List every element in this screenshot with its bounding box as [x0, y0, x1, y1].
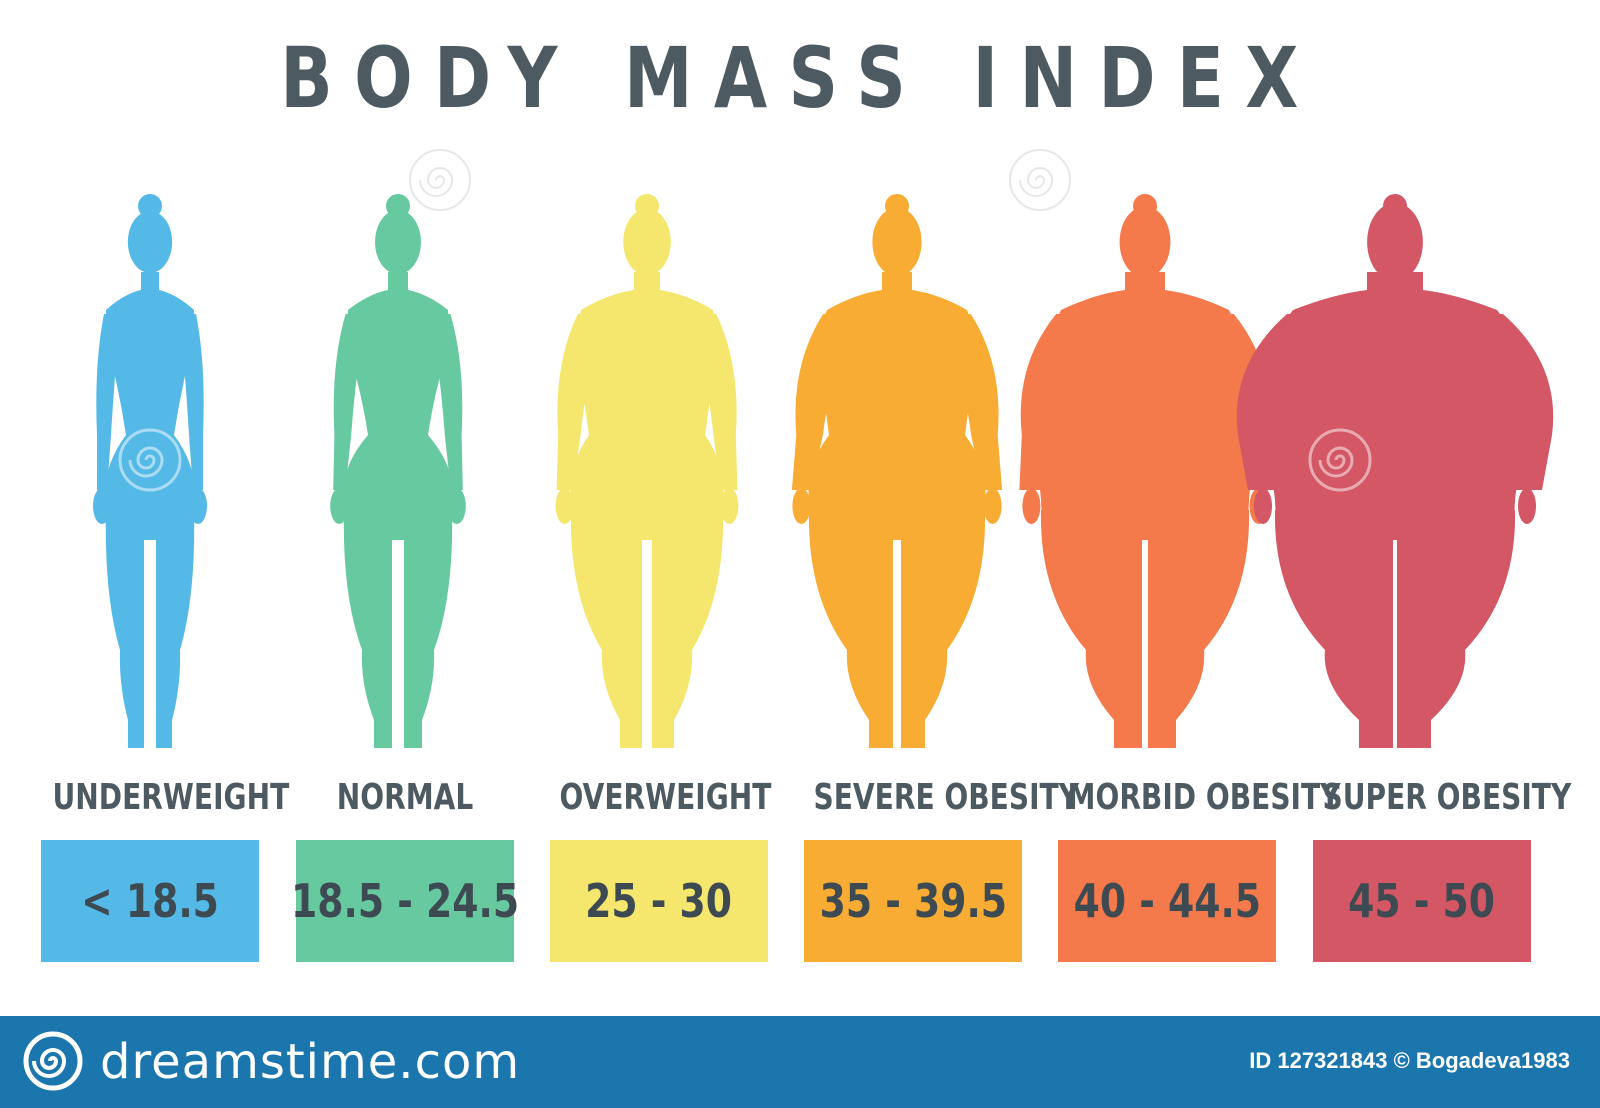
right-arm: [1455, 314, 1554, 490]
body-silhouettes: [93, 194, 1554, 748]
torso: [343, 290, 453, 540]
left-hand: [792, 488, 811, 524]
head: [1367, 202, 1423, 282]
head: [623, 208, 671, 276]
right-hand: [983, 488, 1002, 524]
category-labels: UNDERWEIGHT NORMAL OVERWEIGHT SEVERE OBE…: [0, 772, 1600, 824]
head: [127, 210, 173, 274]
image-credit: ID 127321843 © Bogadeva1983: [1249, 1048, 1570, 1073]
right-hand: [1518, 488, 1536, 524]
right-leg: [652, 510, 724, 748]
right-arm: [690, 314, 738, 490]
silhouette-underweight: [93, 194, 207, 748]
range-box-underweight: < 18.5: [41, 840, 259, 962]
left-arm: [96, 314, 120, 490]
torso: [570, 290, 724, 540]
left-leg: [1274, 510, 1393, 748]
left-hand: [1254, 488, 1272, 524]
right-leg: [901, 510, 986, 748]
page-title: BODY MASS INDEX: [280, 29, 1320, 127]
range-value: 25 - 30: [585, 874, 733, 928]
range-box-normal: 18.5 - 24.5: [291, 840, 519, 962]
label-severe-obesity: SEVERE OBESITY: [813, 777, 1080, 818]
right-hand: [720, 488, 739, 524]
torso: [808, 290, 986, 540]
range-value: < 18.5: [81, 874, 219, 928]
range-box-severe-obesity: 35 - 39.5: [804, 840, 1022, 962]
right-arm: [180, 314, 204, 490]
footer-bar: dreamstime.com ID 127321843 © Bogadeva19…: [0, 1016, 1600, 1108]
silhouette-morbid-obesity: [1019, 194, 1271, 748]
silhouette-super-obesity: [1236, 194, 1554, 748]
range-value: 35 - 39.5: [819, 874, 1007, 928]
left-leg: [105, 510, 144, 748]
brand-name: dreamstime.com: [100, 1034, 521, 1090]
range-value: 45 - 50: [1348, 874, 1496, 928]
label-overweight: OVERWEIGHT: [559, 777, 772, 818]
left-arm: [333, 314, 365, 490]
right-leg: [404, 510, 453, 748]
right-arm: [940, 314, 1003, 490]
left-leg: [1040, 510, 1142, 748]
left-leg: [343, 510, 392, 748]
range-box-morbid-obesity: 40 - 44.5: [1058, 840, 1276, 962]
hair-bun: [138, 194, 162, 218]
head: [872, 207, 922, 277]
silhouette-severe-obesity: [791, 194, 1003, 748]
left-hand: [1022, 488, 1041, 524]
silhouette-normal: [330, 194, 466, 748]
left-arm: [1236, 314, 1335, 490]
spiral-logo-icon: [23, 1031, 83, 1091]
torso: [1039, 290, 1251, 540]
head: [1119, 206, 1171, 278]
range-value: 18.5 - 24.5: [290, 874, 520, 928]
silhouette-overweight: [555, 194, 739, 748]
left-arm: [1019, 314, 1095, 490]
range-box-overweight: 25 - 30: [550, 840, 768, 962]
right-leg: [1148, 510, 1250, 748]
range-value: 40 - 44.5: [1073, 874, 1261, 928]
label-normal: NORMAL: [336, 777, 474, 818]
label-underweight: UNDERWEIGHT: [52, 777, 290, 818]
bmi-range-boxes: < 18.5 18.5 - 24.5 25 - 30 35 - 39.5 40 …: [0, 840, 1600, 962]
left-leg: [570, 510, 642, 748]
left-arm: [556, 314, 604, 490]
left-arm: [791, 314, 854, 490]
left-hand: [330, 488, 349, 524]
label-super-obesity: SUPER OBESITY: [1322, 777, 1572, 818]
range-box-super-obesity: 45 - 50: [1313, 840, 1531, 962]
right-leg: [156, 510, 195, 748]
label-morbid-obesity: MORBID OBESITY: [1067, 777, 1341, 818]
right-arm: [431, 314, 463, 490]
left-hand: [555, 488, 574, 524]
right-leg: [1397, 510, 1516, 748]
head: [375, 209, 421, 275]
right-hand: [447, 488, 466, 524]
left-leg: [808, 510, 893, 748]
